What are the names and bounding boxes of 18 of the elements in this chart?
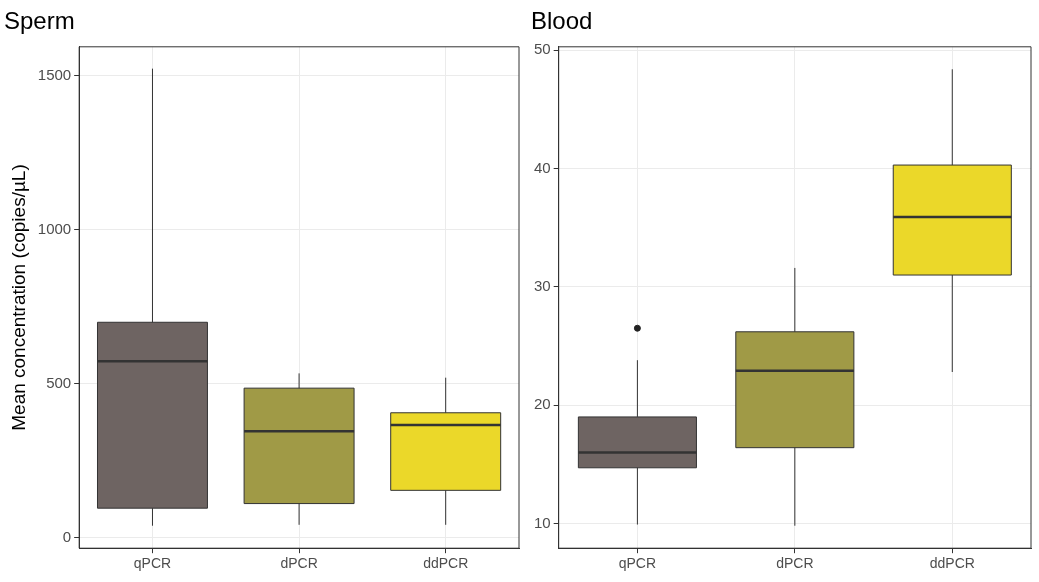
y-tick-label: 30 [534,277,551,294]
x-tick-label: ddPCR [929,555,975,572]
y-tick-label: 1500 [37,65,72,83]
y-tick-label: 40 [534,158,551,176]
y-tick-label: 50 [534,40,551,58]
x-tick-label: qPCR [133,555,172,572]
y-tick-label: 500 [46,373,72,391]
y-tick-label: 20 [534,395,551,413]
y-tick-label: 1000 [37,219,72,237]
chart-title: Blood [531,7,593,35]
y-tick-label: 0 [62,527,72,545]
x-tick-label: dPCR [280,555,318,572]
y-tick-label: 10 [534,513,551,531]
x-tick-label: ddPCR [423,555,469,572]
y-axis-title: Mean concentration (copies/µL) [7,164,29,431]
chart-title: Sperm [4,7,75,35]
x-tick-label: qPCR [618,555,657,572]
x-tick-label: dPCR [776,555,814,572]
